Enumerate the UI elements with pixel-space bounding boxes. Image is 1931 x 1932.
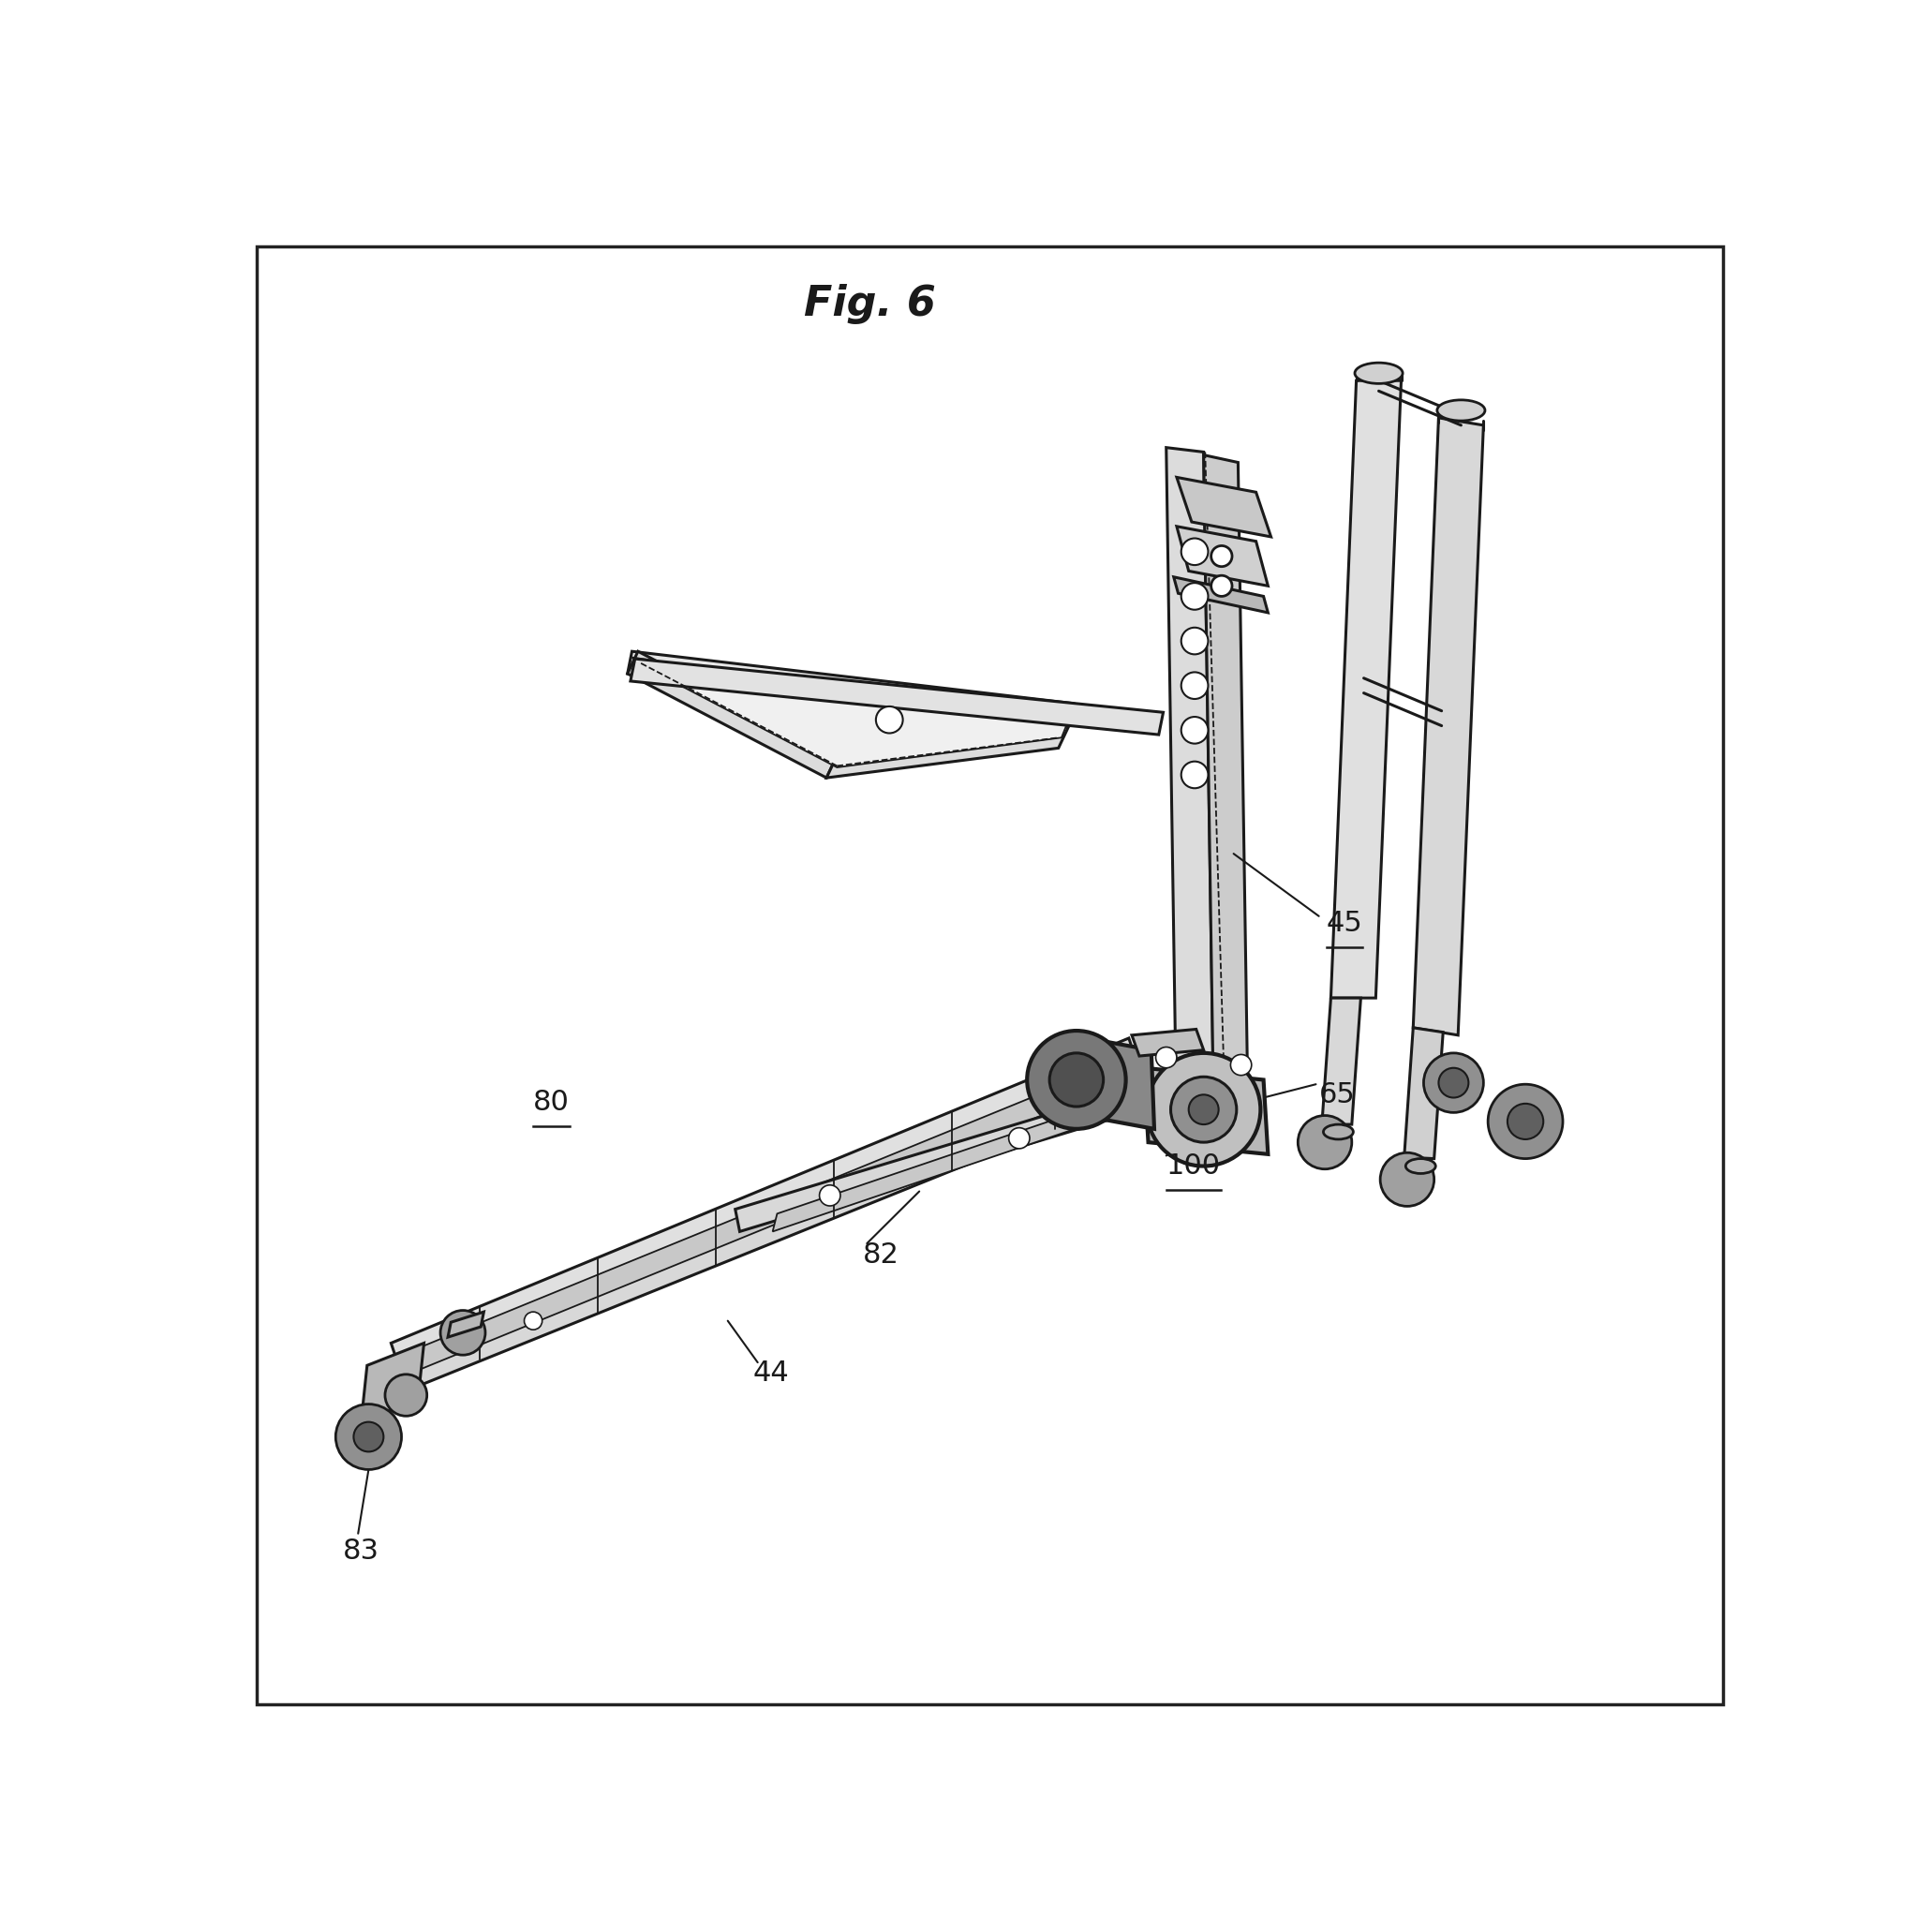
Polygon shape <box>772 1109 1083 1231</box>
Circle shape <box>523 1312 543 1329</box>
Polygon shape <box>361 1343 425 1422</box>
Polygon shape <box>1413 417 1483 1036</box>
Circle shape <box>1423 1053 1483 1113</box>
Circle shape <box>1170 1076 1236 1142</box>
Circle shape <box>1489 1084 1562 1159</box>
Polygon shape <box>628 651 836 779</box>
Polygon shape <box>1330 381 1402 999</box>
Polygon shape <box>1323 999 1361 1124</box>
Polygon shape <box>631 657 1068 767</box>
Circle shape <box>1508 1103 1543 1140</box>
Circle shape <box>1182 761 1209 788</box>
Circle shape <box>1439 1068 1468 1097</box>
Ellipse shape <box>1437 400 1485 421</box>
Polygon shape <box>1176 477 1271 537</box>
Polygon shape <box>628 651 1074 726</box>
Polygon shape <box>390 1037 1135 1366</box>
Circle shape <box>1182 539 1209 564</box>
Text: 45: 45 <box>1327 910 1363 937</box>
Text: 100: 100 <box>1166 1153 1220 1180</box>
Circle shape <box>1008 1128 1029 1150</box>
Text: 83: 83 <box>344 1538 380 1565</box>
Circle shape <box>1211 576 1232 597</box>
Polygon shape <box>1143 1068 1269 1153</box>
Polygon shape <box>1404 1028 1442 1159</box>
Ellipse shape <box>1406 1159 1435 1173</box>
Circle shape <box>440 1310 485 1354</box>
Text: 65: 65 <box>1319 1082 1356 1109</box>
Circle shape <box>353 1422 384 1451</box>
Ellipse shape <box>1356 363 1402 384</box>
Polygon shape <box>448 1312 485 1337</box>
Circle shape <box>1211 545 1232 566</box>
Ellipse shape <box>1323 1124 1354 1140</box>
Circle shape <box>384 1374 427 1416</box>
Circle shape <box>1381 1153 1435 1206</box>
Text: 44: 44 <box>753 1360 790 1387</box>
Polygon shape <box>1176 526 1269 585</box>
Circle shape <box>1147 1053 1261 1167</box>
Circle shape <box>877 707 904 732</box>
Polygon shape <box>826 726 1070 779</box>
Polygon shape <box>736 1095 1118 1231</box>
Circle shape <box>1182 717 1209 744</box>
Polygon shape <box>394 1059 1130 1379</box>
Circle shape <box>1027 1030 1126 1128</box>
Circle shape <box>1050 1053 1103 1107</box>
Circle shape <box>1182 628 1209 655</box>
Text: Fig. 6: Fig. 6 <box>803 284 937 325</box>
Text: 82: 82 <box>863 1242 898 1269</box>
Circle shape <box>1230 1055 1251 1076</box>
Polygon shape <box>1087 1037 1155 1128</box>
Circle shape <box>819 1184 840 1206</box>
Polygon shape <box>1132 1030 1203 1057</box>
Polygon shape <box>1166 448 1215 1136</box>
Polygon shape <box>630 659 1162 734</box>
Polygon shape <box>1203 456 1249 1144</box>
Circle shape <box>1182 583 1209 611</box>
Circle shape <box>1182 672 1209 699</box>
Circle shape <box>1189 1095 1218 1124</box>
Circle shape <box>336 1405 402 1470</box>
Text: 80: 80 <box>533 1088 570 1115</box>
Polygon shape <box>390 1076 1130 1395</box>
Circle shape <box>1157 1047 1176 1068</box>
Circle shape <box>1298 1115 1352 1169</box>
Polygon shape <box>1174 578 1269 612</box>
